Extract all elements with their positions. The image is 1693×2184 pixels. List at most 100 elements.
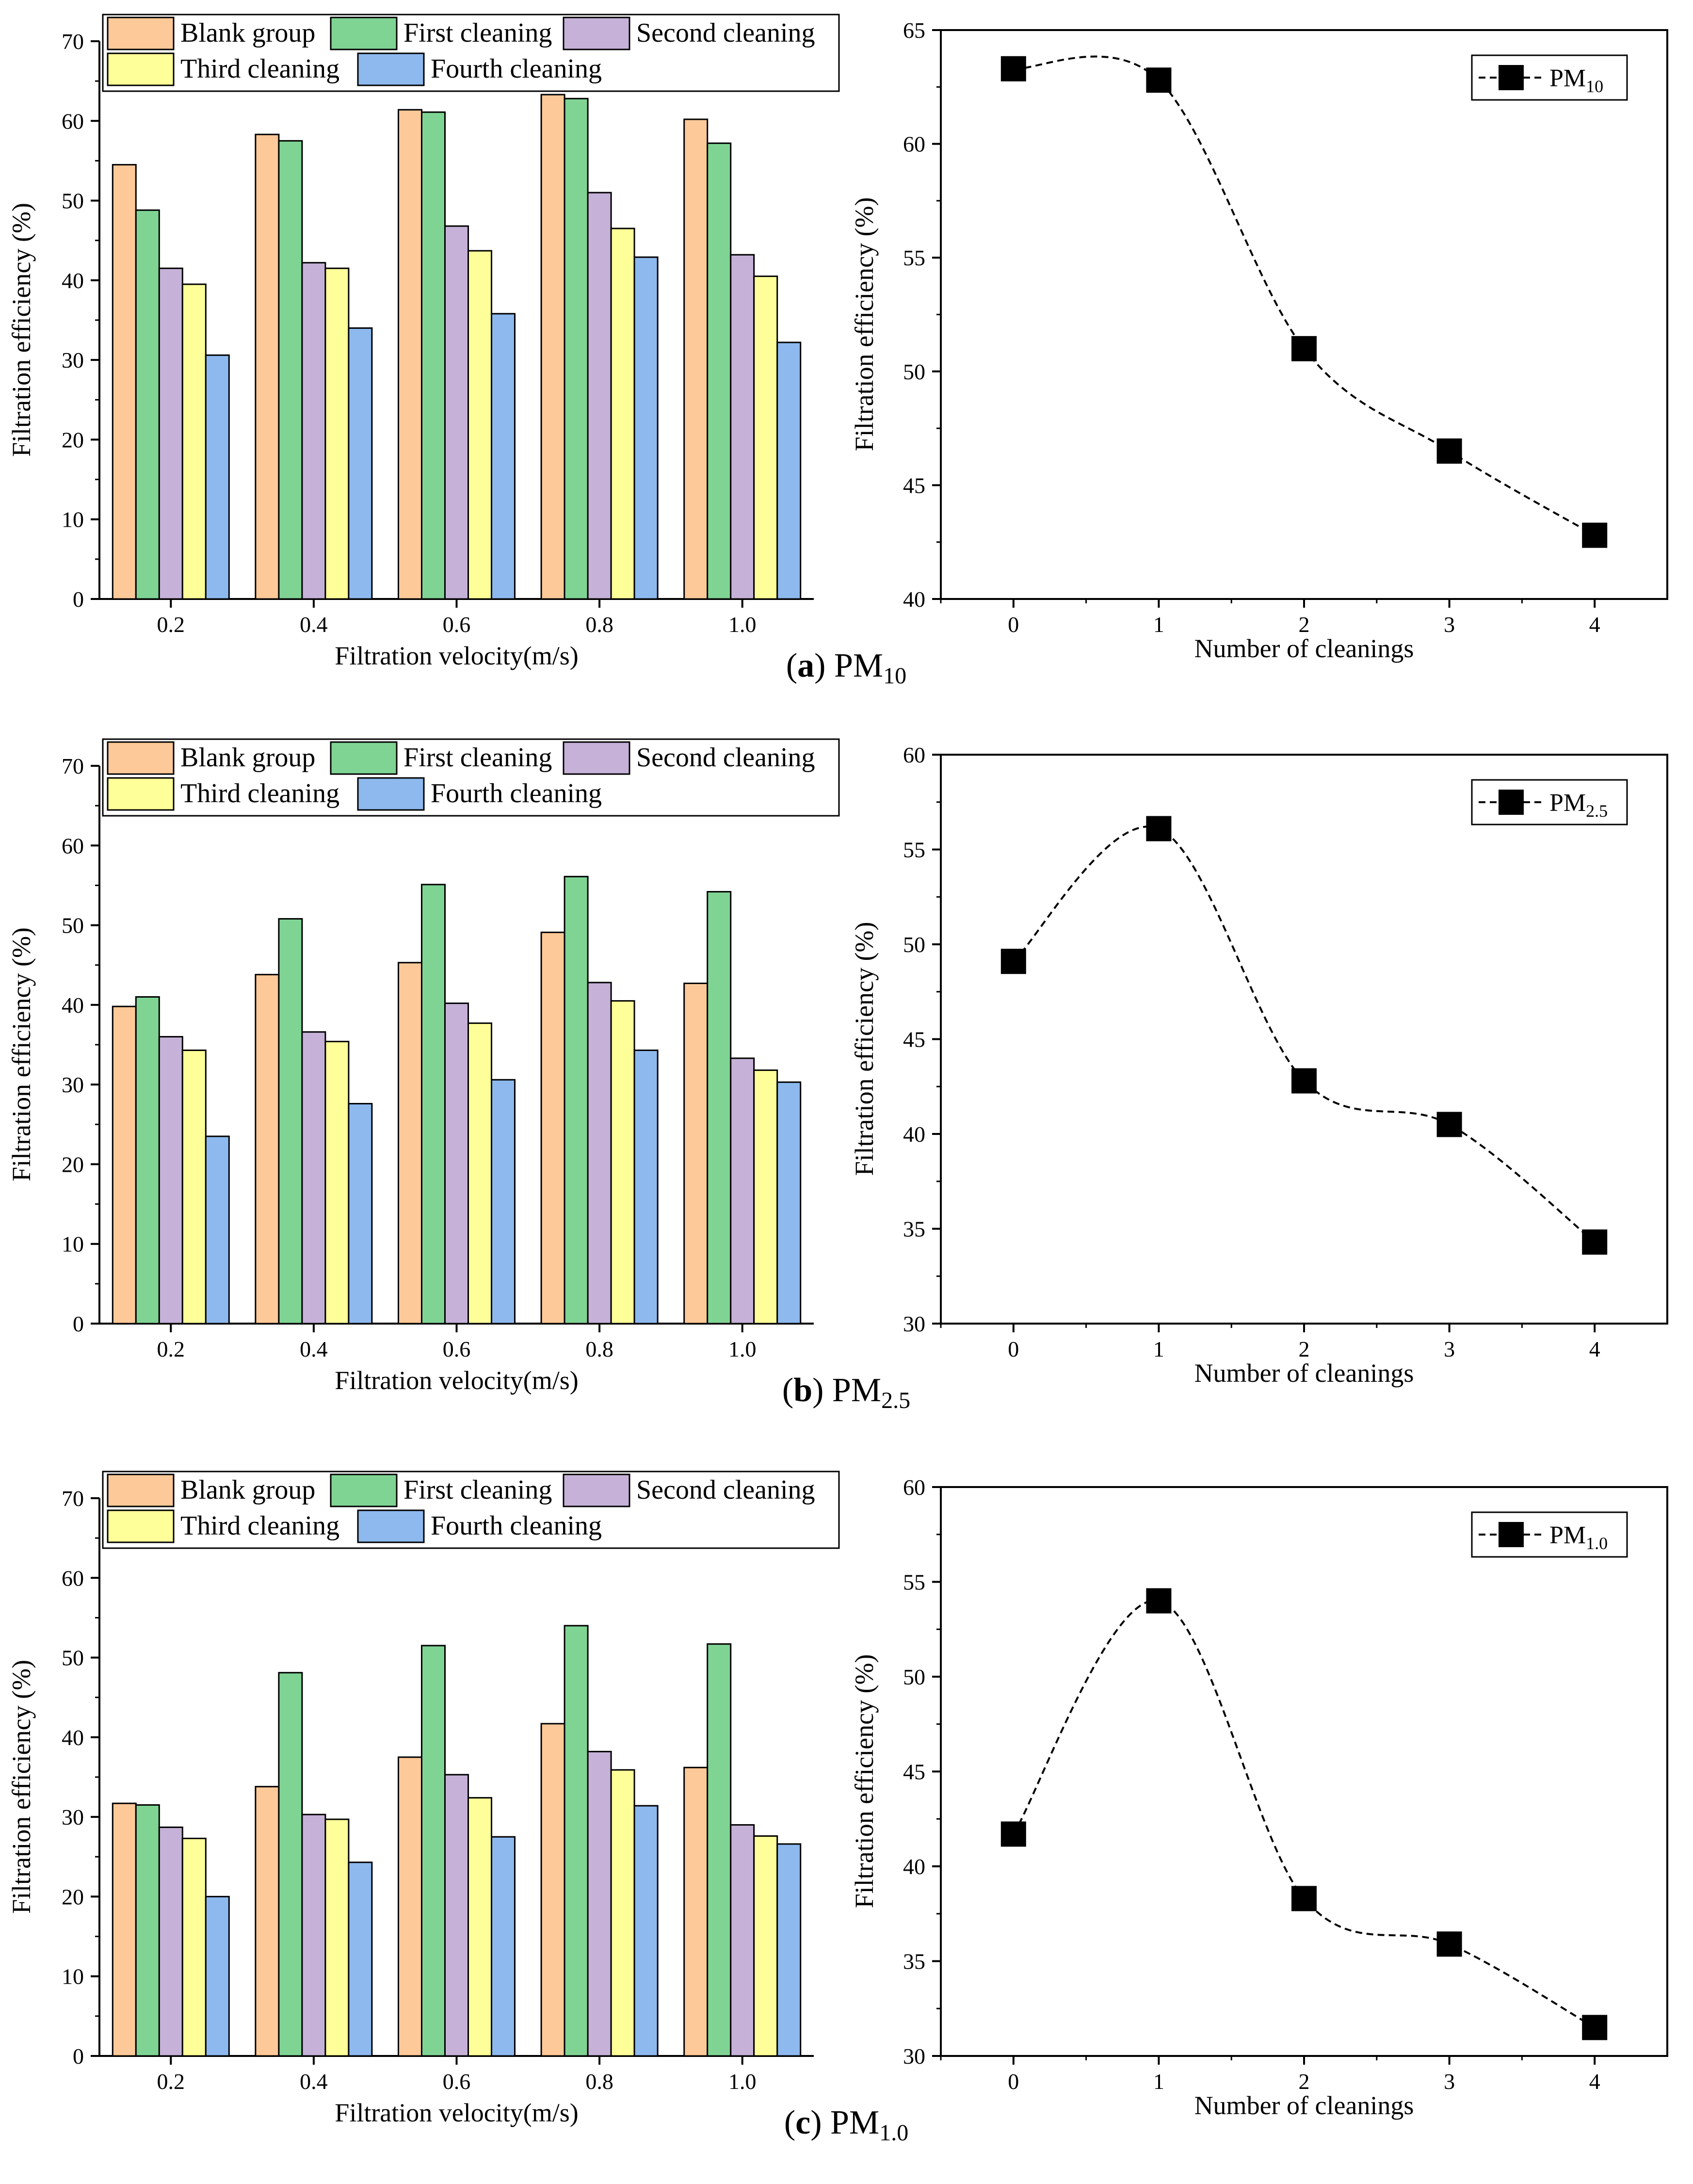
bar-legend-swatch: [357, 52, 425, 86]
bar: [158, 1036, 183, 1325]
line-y-tick-label: 50: [903, 932, 925, 957]
line-marker: [1291, 336, 1317, 361]
bar-legend-swatch: [107, 1473, 175, 1507]
bar: [181, 283, 207, 600]
line-plot-frame: [940, 1486, 1668, 2057]
bar-legend-label: Second cleaning: [636, 18, 815, 48]
bar: [564, 1625, 589, 2057]
line-x-tick-label: 4: [1589, 1337, 1600, 1361]
bar: [540, 1723, 565, 2057]
bar: [753, 275, 778, 600]
bar: [468, 1797, 492, 2057]
bar-chart: 0 10 20 30 40 50 60 70 0.2 0.4 0.6 0.8 1.0 Filtration…: [7, 14, 840, 670]
bar-legend-swatch: [107, 777, 175, 811]
bar: [707, 1643, 732, 2057]
caption-paren-open: (: [784, 2104, 795, 2141]
caption-text: ) PM: [810, 2104, 879, 2141]
bar: [301, 262, 326, 600]
bar: [753, 1835, 778, 2057]
line-y-axis-title: Filtration efficiency (%): [850, 1654, 879, 1909]
bar-y-axis-title: Filtration efficiency (%): [7, 203, 36, 457]
bar-legend-swatch: [563, 741, 630, 775]
bar-legend-label: Second cleaning: [636, 743, 815, 773]
line-marker: [1000, 949, 1026, 974]
bar-legend-swatch: [357, 777, 425, 811]
bar-y-tick-label: 10: [62, 1964, 84, 1989]
bar-x-tick-label: 1.0: [728, 2069, 757, 2094]
line-marker: [1000, 1821, 1026, 1847]
panel-caption: (c) PM1.0: [784, 2104, 908, 2146]
bar: [135, 1804, 160, 2057]
bar-legend-swatch: [563, 1473, 630, 1507]
bar-y-tick-label: 60: [62, 109, 84, 133]
bar-legend-label: Third cleaning: [180, 778, 339, 809]
bar-chart: 0 10 20 30 40 50 60 70 0.2 0.4 0.6 0.8 1.0 Filtration…: [7, 738, 840, 1395]
bar: [278, 918, 303, 1325]
line-legend: PM10: [1471, 54, 1628, 101]
bar-y-tick-label: 0: [73, 1311, 84, 1336]
bar: [421, 884, 446, 1325]
line-marker: [1582, 522, 1608, 548]
bar: [112, 1005, 137, 1325]
bar-legend-label: Blank group: [180, 743, 315, 773]
line-x-tick-label: 3: [1444, 1337, 1455, 1361]
bar: [398, 962, 422, 1325]
bar-legend-label: Third cleaning: [180, 1511, 339, 1541]
line-y-tick-label: 55: [903, 838, 925, 862]
line-marker: [1436, 1112, 1462, 1137]
line-series-curve: [1013, 825, 1596, 1243]
line-x-tick-label: 0: [1008, 2069, 1019, 2094]
caption-letter: c: [795, 2104, 810, 2141]
line-y-tick-label: 45: [903, 473, 925, 498]
bar: [324, 1040, 350, 1325]
bar-x-tick-label: 0.2: [157, 1337, 185, 1361]
line-legend-frame: [1471, 1511, 1628, 1558]
bar: [348, 327, 373, 600]
line-series-curve: [1013, 1599, 1596, 2029]
bar-y-tick-label: 0: [73, 587, 84, 612]
bar-legend: Blank group First cleaning Second cleaning…: [102, 738, 840, 817]
bar-legend-swatch: [107, 52, 175, 86]
line-plot-frame: [940, 754, 1668, 1325]
bar: [158, 267, 183, 600]
line-legend-subscript: 10: [1586, 77, 1603, 96]
bar-y-tick-label: 20: [62, 1152, 84, 1177]
bar-x-tick-label: 0.8: [585, 2069, 613, 2094]
line-marker: [1146, 1588, 1172, 1614]
bar: [205, 1895, 230, 2057]
bar: [181, 1838, 207, 2057]
bar-legend-swatch: [357, 1509, 425, 1543]
bar-x-tick-label: 0.4: [300, 1337, 328, 1361]
line-chart: 30 35 40 45 50 55 60 0 1 2 3 4 Number of cleanings Fi…: [850, 1475, 1668, 2120]
bar-x-tick-label: 0.4: [300, 612, 328, 637]
bar: [730, 1824, 755, 2057]
line-x-tick-label: 4: [1589, 612, 1600, 637]
bar: [205, 1135, 230, 1325]
line-marker: [1146, 816, 1172, 841]
bar-y-tick-label: 60: [62, 833, 84, 858]
line-legend-frame: [1471, 779, 1628, 825]
bar-legend-label: Fourth cleaning: [431, 1511, 602, 1541]
line-y-axis-title: Filtration efficiency (%): [850, 922, 879, 1176]
bar-y-tick-label: 50: [62, 1646, 84, 1670]
line-x-axis-title: Number of cleanings: [1194, 2091, 1414, 2120]
line-y-tick-label: 55: [903, 245, 925, 270]
caption-subscript: 10: [883, 663, 906, 689]
bar: [398, 1756, 422, 2057]
bar-legend-swatch: [107, 741, 175, 775]
bar-x-tick-label: 0.4: [300, 2069, 328, 2094]
bar: [255, 1786, 280, 2057]
line-legend-marker: [1499, 790, 1524, 815]
bar: [398, 109, 422, 600]
bar-x-tick-label: 0.8: [585, 1337, 613, 1361]
caption-letter: a: [797, 647, 814, 684]
panel-caption: (b) PM2.5: [782, 1372, 910, 1413]
line-legend-marker: [1499, 65, 1524, 90]
bar: [421, 1645, 446, 2057]
bar-legend-frame: [102, 738, 840, 817]
bar: [683, 118, 709, 600]
bar-y-tick-label: 10: [62, 507, 84, 532]
bar-legend: Blank group First cleaning Second cleaning…: [102, 1471, 840, 1549]
bar: [205, 354, 230, 600]
